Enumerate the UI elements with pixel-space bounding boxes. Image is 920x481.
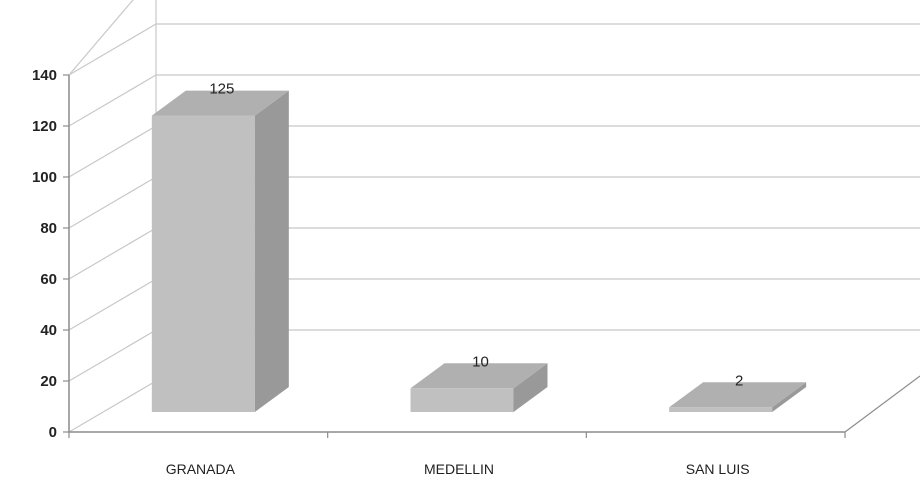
gridline-diagonal [68,0,134,76]
bar-top [410,363,548,389]
y-tick-label: 40 [40,322,57,339]
bar-granada [151,90,289,412]
gridline-diagonal [68,227,157,280]
data-label: 10 [472,353,489,370]
y-tick-label: 140 [32,67,57,84]
bar-front [151,115,255,412]
floor-right-edge [844,375,920,433]
bar-front [410,388,514,412]
labels-layer: 0 20 40 60 80 100 120 140 125 GRANADA 10 MEDELLIN 2 S… [32,67,750,477]
bar-san-luis [669,382,807,412]
x-category-label: MEDELLIN [424,461,494,477]
bar-side [772,382,807,412]
bar-front [669,407,773,412]
gridline-diagonal [68,125,157,178]
y-tick-label: 120 [32,118,57,135]
bar-top [151,90,289,116]
bar-side [513,363,548,412]
y-tick-label: 20 [40,373,57,390]
gridline-diagonal [68,74,157,127]
y-tick-label: 60 [40,271,57,288]
x-category-label: SAN LUIS [686,461,750,477]
gridline-diagonal [68,176,157,229]
data-label: 125 [209,81,234,98]
y-tick-label: 0 [49,424,57,441]
y-tick-label: 100 [32,169,57,186]
bar-side [254,90,289,412]
gridline-diagonal [68,23,157,76]
floor-left-edge [68,380,157,433]
gridline-diagonal [68,329,157,382]
y-tick-label: 80 [40,220,57,237]
bar-medellin [410,363,548,412]
axis-layer [63,74,846,438]
bar-top [669,382,807,408]
x-category-label: GRANADA [166,461,236,477]
gridline-diagonal [68,278,157,331]
data-label: 2 [735,372,743,389]
bars-layer [151,90,807,412]
